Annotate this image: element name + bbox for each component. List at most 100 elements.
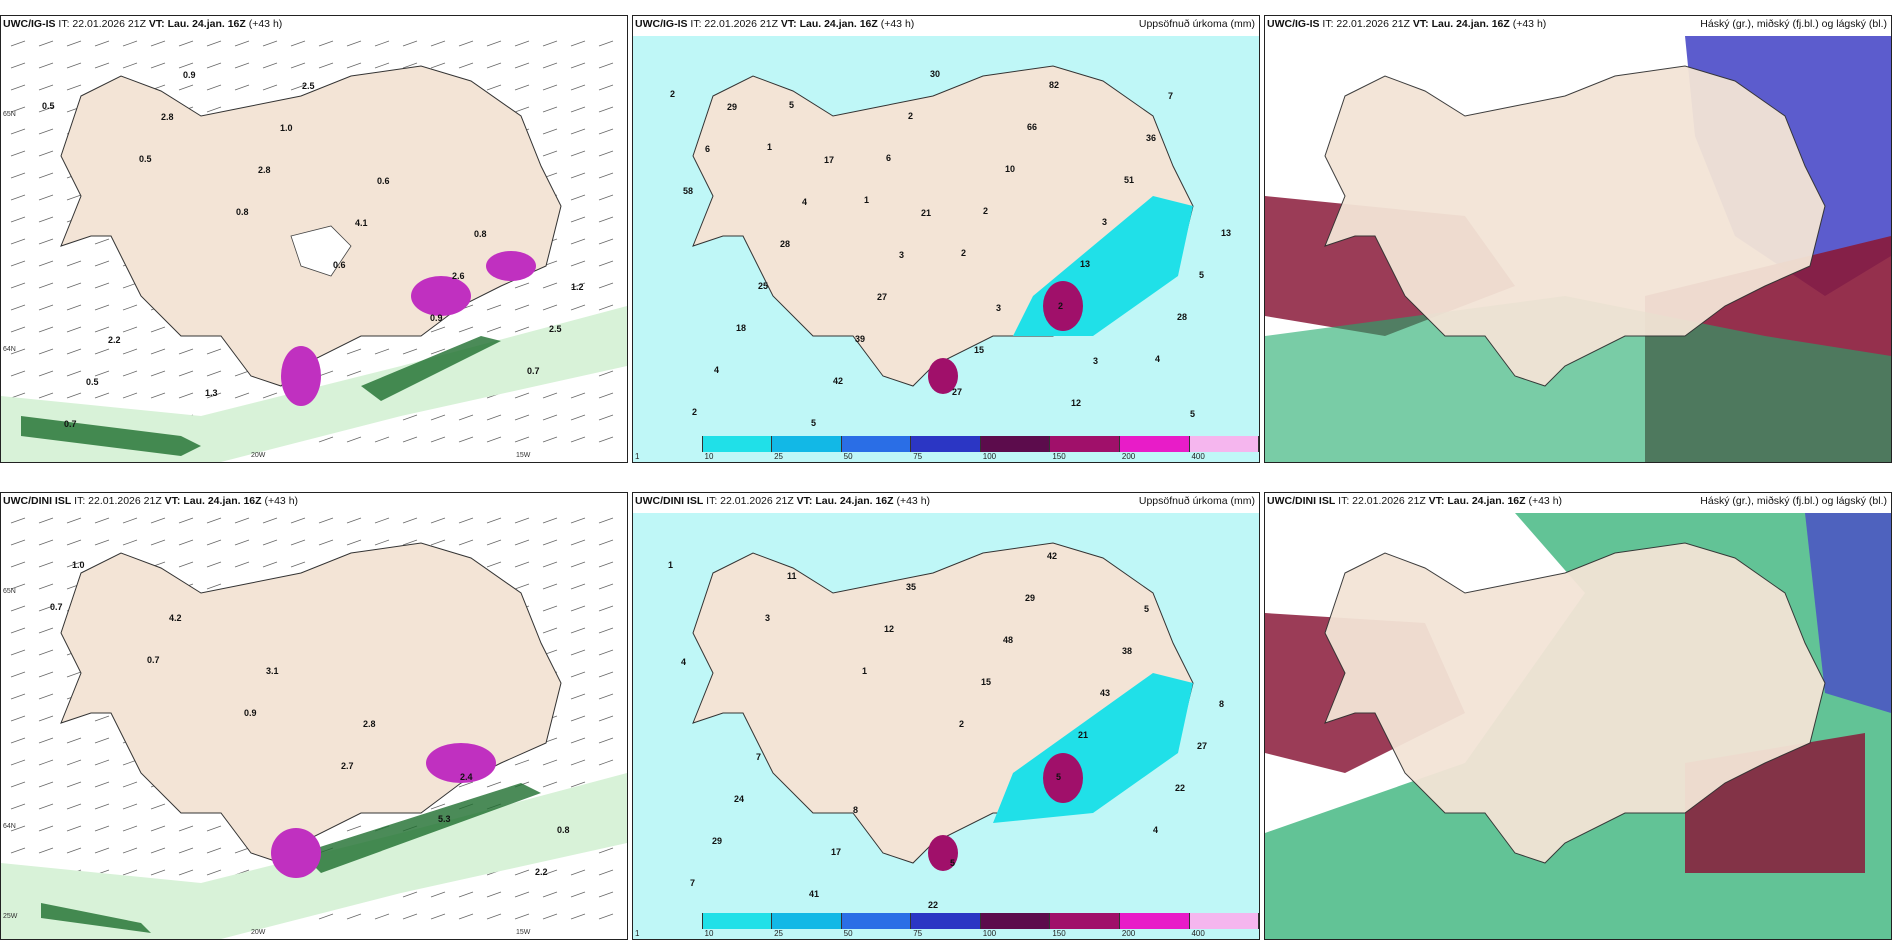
wind-barb	[206, 583, 222, 590]
valid-label: VT:	[164, 495, 181, 507]
wind-barb	[542, 150, 558, 157]
precip-core-2	[928, 835, 958, 871]
wind-barb	[150, 326, 166, 333]
wind-barb	[514, 869, 530, 876]
wind-barb	[38, 392, 54, 399]
init-time: IT: 22.01.2026 21Z	[58, 18, 146, 30]
legend-tick: 75	[913, 452, 923, 461]
wind-barb	[374, 517, 390, 524]
legend-tick: 50	[843, 452, 853, 461]
wind-barb	[94, 304, 110, 311]
wind-barb	[234, 847, 250, 854]
wind-barb	[570, 106, 586, 113]
wind-barb	[514, 539, 530, 546]
wind-barb	[206, 847, 222, 854]
wind-barb	[514, 106, 530, 113]
legend-tick: 10	[704, 929, 714, 938]
value-labels: 0.7 0.7 0.9 2.7 5.3 2.2 1.0 4.2 3.1 2.8 2.4 0.8	[50, 560, 570, 877]
wind-barb	[94, 392, 110, 399]
value-label: 66	[1027, 122, 1037, 132]
dark-snow-band	[301, 783, 541, 873]
wind-barb	[206, 84, 222, 91]
wind-barb	[458, 326, 474, 333]
wind-barb	[486, 414, 502, 421]
wind-barb	[598, 172, 614, 179]
wind-barb	[598, 392, 614, 399]
wind-barb	[570, 84, 586, 91]
valid-label: VT:	[1428, 495, 1445, 507]
wind-barb	[542, 517, 558, 524]
wind-barb	[542, 62, 558, 69]
wind-barb	[514, 561, 530, 568]
legend-tick: 200	[1121, 929, 1136, 938]
wind-barb	[38, 62, 54, 69]
init-time: IT: 22.01.2026 21Z	[74, 495, 162, 507]
wind-barb	[318, 539, 334, 546]
wind-barb	[38, 693, 54, 700]
lat-label-64: 64N	[3, 346, 16, 353]
wind-barb	[38, 282, 54, 289]
lead-time: (+43 h)	[264, 495, 299, 507]
wind-barb	[402, 436, 418, 443]
lon-label-15: 15W	[516, 929, 531, 936]
wind-barb	[514, 84, 530, 91]
precip-map: 1312547111215212229413548432724172229388…	[633, 513, 1259, 939]
value-label: 0.8	[474, 229, 487, 239]
legend-tick: 200	[1121, 452, 1136, 461]
panel-wind-snow-igis: UWC/IG-IS IT: 22.01.2026 21Z VT: Lau. 24…	[0, 15, 628, 463]
wind-barb	[38, 583, 54, 590]
legend-tick: 1	[635, 929, 640, 938]
wind-barb	[10, 40, 26, 47]
legend-tick: 400	[1191, 929, 1205, 938]
iceland-landmass	[1324, 65, 1826, 387]
wind-barb	[10, 649, 26, 656]
wind-barb	[66, 825, 82, 832]
precip-legend: 1 10 25 50 75 100 150 200 400	[633, 913, 1259, 939]
wind-barb	[38, 715, 54, 722]
wind-barb	[486, 517, 502, 524]
wind-barb	[570, 238, 586, 245]
value-label: 3	[899, 250, 904, 260]
wind-barb	[262, 84, 278, 91]
wind-barb	[94, 847, 110, 854]
wind-barb	[66, 671, 82, 678]
panel-header: UWC/DINI ISL IT: 22.01.2026 21Z VT: Lau.…	[3, 495, 623, 511]
legend-swatch	[1189, 436, 1259, 452]
lead-time: (+43 h)	[896, 495, 931, 507]
panel-title: Háský (gr.), miðský (fj.bl.) og lágský (…	[1700, 495, 1887, 507]
wind-barb	[206, 392, 222, 399]
wind-barb	[598, 737, 614, 744]
wind-barb	[206, 370, 222, 377]
wind-barb	[290, 40, 306, 47]
wind-barb	[150, 803, 166, 810]
value-label: 22	[1175, 783, 1185, 793]
wind-barb	[486, 561, 502, 568]
value-labels: 1312547111215212229413548432724172229388…	[668, 551, 1224, 910]
value-label: 35	[906, 582, 916, 592]
wind-barb	[570, 539, 586, 546]
wind-barb	[10, 216, 26, 223]
wind-barb	[430, 517, 446, 524]
wind-barb	[598, 605, 614, 612]
model-name: UWC/DINI ISL	[635, 495, 704, 507]
value-label: 3	[765, 613, 770, 623]
wind-barb	[570, 627, 586, 634]
wind-barb	[10, 62, 26, 69]
wind-barb	[570, 517, 586, 524]
wind-barb	[290, 517, 306, 524]
legend-swatch	[911, 913, 981, 929]
wind-barb	[402, 40, 418, 47]
wind-barb	[122, 539, 138, 546]
value-label: 36	[1146, 133, 1156, 143]
legend-tick: 1	[635, 452, 640, 461]
wind-barb	[66, 282, 82, 289]
wind-barb	[458, 539, 474, 546]
value-label: 6	[886, 153, 891, 163]
legend-swatch	[1050, 913, 1120, 929]
value-label: 18	[736, 323, 746, 333]
wind-barb	[10, 803, 26, 810]
wind-barb	[10, 392, 26, 399]
panel-precip-dini: UWC/DINI ISL IT: 22.01.2026 21Z VT: Lau.…	[632, 492, 1260, 940]
wind-barb	[570, 194, 586, 201]
wind-barb	[542, 759, 558, 766]
